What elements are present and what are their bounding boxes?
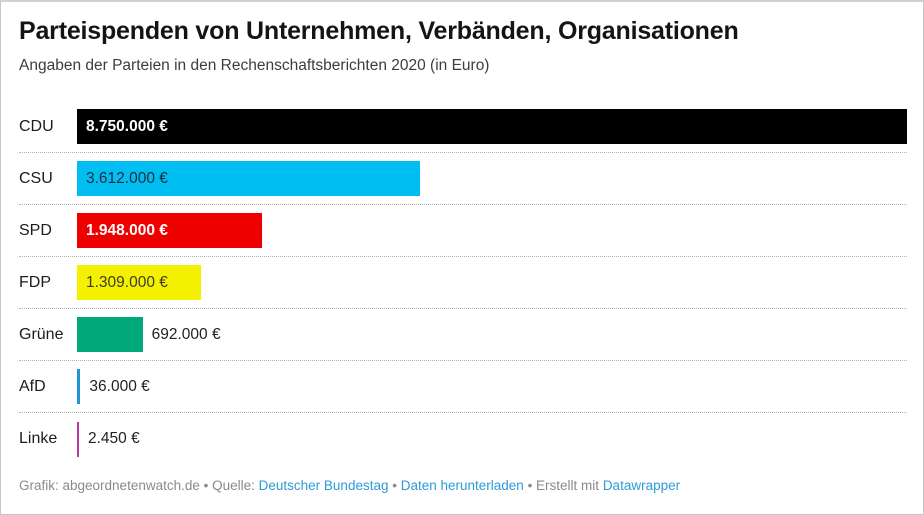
bar: 8.750.000 € [77,109,907,145]
source-label: Quelle: [212,478,259,494]
source-link[interactable]: Deutscher Bundestag [258,478,389,494]
bar-row-cdu: CDU 8.750.000 € [19,101,907,154]
value-label: 36.000 € [89,377,150,395]
party-label: Grüne [19,325,64,343]
footer-separator: • [523,478,537,494]
chart-title: Parteispenden von Unternehmen, Verbänden… [19,17,739,45]
credit-text: Grafik: abgeordnetenwatch.de [19,478,200,494]
value-label: 3.612.000 € [86,169,168,187]
footer-separator: • [388,478,401,494]
chart-subtitle: Angaben der Parteien in den Rechenschaft… [19,56,490,74]
party-label: FDP [19,273,51,291]
bar-track: 36.000 € [77,369,907,405]
datawrapper-link[interactable]: Datawrapper [602,478,681,494]
value-label: 2.450 € [88,430,140,448]
bar-row-grne: Grüne 692.000 € [19,309,907,362]
bar-track: 8.750.000 € [77,109,907,145]
bar [77,369,81,405]
bar-chart: CDU 8.750.000 € CSU 3.612.000 € SPD 1.948.000… [19,101,907,465]
bar [77,421,79,457]
value-label: 1.309.000 € [86,273,168,291]
value-label: 1.948.000 € [86,221,168,239]
bar-row-linke: Linke 2.450 € [19,413,907,465]
bar-track: 1.309.000 € [77,265,907,301]
chart-footer: Grafik: abgeordnetenwatch.de • Quelle: D… [19,478,907,493]
bar-track: 692.000 € [77,317,907,353]
bar-row-fdp: FDP 1.309.000 € [19,257,907,310]
party-label: CDU [19,117,54,135]
bar-row-spd: SPD 1.948.000 € [19,205,907,258]
party-label: SPD [19,221,52,239]
value-label: 692.000 € [151,325,221,343]
bar-row-afd: AfD 36.000 € [19,361,907,414]
footer-separator: • [199,478,213,494]
bar-track: 2.450 € [77,421,907,457]
bar: 1.948.000 € [77,213,262,249]
bar-row-csu: CSU 3.612.000 € [19,153,907,206]
bar: 3.612.000 € [77,161,420,197]
bar [77,317,143,353]
created-with-text: Erstellt mit [536,478,603,494]
bar-track: 1.948.000 € [77,213,907,249]
bar-track: 3.612.000 € [77,161,907,197]
value-label: 8.750.000 € [86,117,168,135]
download-data-link[interactable]: Daten herunterladen [400,478,524,494]
party-label: Linke [19,430,58,448]
bar: 1.309.000 € [77,265,202,301]
party-label: CSU [19,169,53,187]
party-label: AfD [19,377,46,395]
